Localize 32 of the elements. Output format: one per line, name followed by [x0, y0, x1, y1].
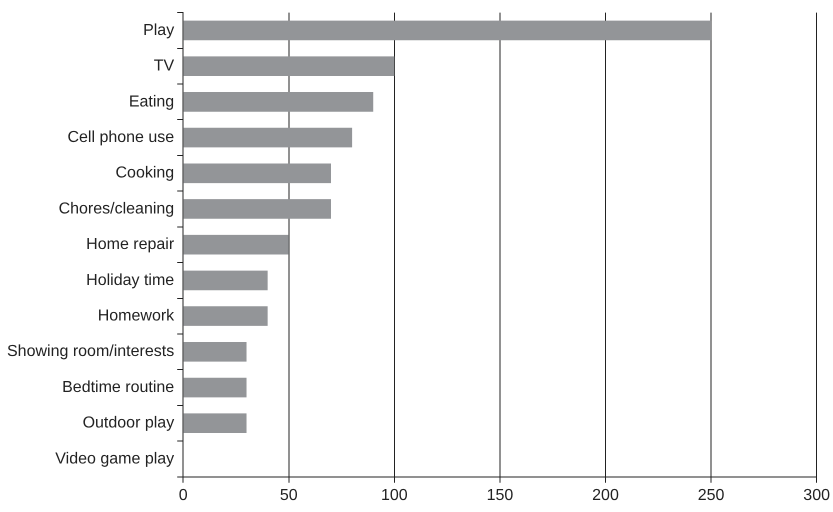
- y-tick-label: Showing room/interests: [7, 343, 174, 360]
- y-tick-label: Holiday time: [86, 272, 174, 289]
- y-tick-label: Video game play: [55, 450, 174, 468]
- y-tick-label: Eating: [128, 93, 174, 110]
- bar: [184, 306, 268, 326]
- y-tick-label: TV: [154, 58, 175, 75]
- y-tick-label: Cooking: [115, 164, 174, 182]
- y-tick-label: Outdoor play: [82, 414, 174, 432]
- bar: [184, 163, 331, 184]
- bar: [184, 128, 352, 148]
- y-tick-label: Homework: [98, 308, 176, 325]
- bar: [184, 413, 247, 434]
- y-tick-label: Bedtime routine: [62, 378, 174, 396]
- x-tick-label: 200: [592, 486, 619, 504]
- y-tick-label: Home repair: [86, 236, 175, 254]
- bar: [184, 342, 247, 362]
- y-tick-label: Play: [143, 22, 174, 39]
- bar: [184, 20, 712, 40]
- x-tick-label: 0: [178, 486, 188, 504]
- bar: [184, 92, 374, 112]
- x-tick-label: 100: [380, 486, 408, 504]
- y-tick-label: Cell phone use: [67, 128, 174, 146]
- x-tick-label: 150: [486, 486, 514, 504]
- y-tick-label: Chores/cleaning: [58, 200, 174, 218]
- x-tick-label: 50: [280, 486, 298, 504]
- x-tick-label: 300: [803, 486, 830, 504]
- x-tick-label: 250: [698, 486, 725, 504]
- bar: [184, 378, 247, 398]
- bar: [184, 234, 289, 255]
- bar: [184, 199, 331, 219]
- bar: [184, 270, 268, 290]
- bar: [184, 56, 394, 76]
